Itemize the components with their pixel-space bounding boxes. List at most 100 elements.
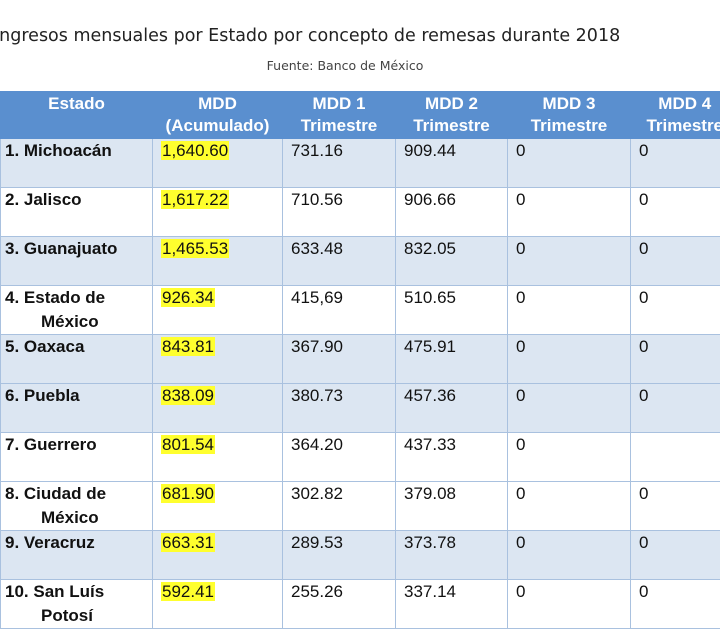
cell-t3: 0 — [508, 286, 631, 335]
cell-estado: 5. Oaxaca — [1, 335, 153, 384]
cell-estado: 1. Michoacán — [1, 139, 153, 188]
header-line: MDD — [153, 93, 282, 115]
cell-estado: 6. Puebla — [1, 384, 153, 433]
cell-t4: 0 — [631, 286, 720, 335]
estado-name-cont: México — [5, 506, 99, 530]
cell-t3: 0 — [508, 335, 631, 384]
highlighted-value: 1,640.60 — [161, 141, 229, 160]
cell-t1: 380.73 — [283, 384, 396, 433]
cell-acumulado: 926.34 — [153, 286, 283, 335]
column-header: MDD(Acumulado) — [153, 91, 283, 139]
estado-name: 1. Michoacán — [5, 139, 152, 163]
cell-t2: 510.65 — [396, 286, 508, 335]
table-row: 3. Guanajuato 1,465.53 633.48 832.05 0 0 — [1, 237, 720, 286]
cell-t3: 0 — [508, 531, 631, 580]
table-row: 1. Michoacán 1,640.60 731.16 909.44 0 0 — [1, 139, 720, 188]
highlighted-value: 1,617.22 — [161, 190, 229, 209]
table-row: 5. Oaxaca 843.81 367.90 475.91 0 0 — [1, 335, 720, 384]
cell-acumulado: 663.31 — [153, 531, 283, 580]
estado-name: 5. Oaxaca — [5, 335, 152, 359]
cell-t2: 909.44 — [396, 139, 508, 188]
estado-name-cont: México — [5, 310, 99, 334]
header-line: MDD 1 — [283, 93, 395, 115]
highlighted-value: 663.31 — [161, 533, 215, 552]
cell-t2: 379.08 — [396, 482, 508, 531]
cell-t3: 0 — [508, 188, 631, 237]
cell-acumulado: 1,640.60 — [153, 139, 283, 188]
table-title: Ingresos mensuales por Estado por concep… — [0, 26, 620, 46]
estado-name: 7. Guerrero — [5, 433, 152, 457]
cell-t2: 906.66 — [396, 188, 508, 237]
estado-name: 10. San Luís — [5, 580, 152, 604]
cell-t2: 337.14 — [396, 580, 508, 629]
highlighted-value: 1,465.53 — [161, 239, 229, 258]
estado-name: 2. Jalisco — [5, 188, 152, 212]
column-header: Estado — [1, 91, 153, 139]
cell-t4: 0 — [631, 237, 720, 286]
header-line: MDD 4 — [631, 93, 720, 115]
cell-t1: 289.53 — [283, 531, 396, 580]
cell-t1: 367.90 — [283, 335, 396, 384]
header-line: Trimestre — [396, 115, 507, 137]
cell-t2: 832.05 — [396, 237, 508, 286]
cell-t4: 0 — [631, 482, 720, 531]
cell-t4: 0 — [631, 335, 720, 384]
cell-estado: 2. Jalisco — [1, 188, 153, 237]
table-row: 2. Jalisco 1,617.22 710.56 906.66 0 0 — [1, 188, 720, 237]
table-source: Fuente: Banco de México — [0, 58, 690, 73]
estado-name-cont: Potosí — [5, 604, 93, 628]
highlighted-value: 592.41 — [161, 582, 215, 601]
cell-estado: 7. Guerrero — [1, 433, 153, 482]
cell-t4: 0 — [631, 188, 720, 237]
header-line: Trimestre — [631, 115, 720, 137]
estado-name: 6. Puebla — [5, 384, 152, 408]
highlighted-value: 801.54 — [161, 435, 215, 454]
cell-t3: 0 — [508, 482, 631, 531]
highlighted-value: 843.81 — [161, 337, 215, 356]
header-line: MDD 3 — [508, 93, 630, 115]
cell-t2: 475.91 — [396, 335, 508, 384]
cell-t1: 633.48 — [283, 237, 396, 286]
cell-acumulado: 801.54 — [153, 433, 283, 482]
cell-t1: 364.20 — [283, 433, 396, 482]
estado-name: 8. Ciudad de — [5, 482, 152, 506]
cell-acumulado: 681.90 — [153, 482, 283, 531]
cell-t3: 0 — [508, 433, 631, 482]
table-row: 9. Veracruz 663.31 289.53 373.78 0 0 — [1, 531, 720, 580]
cell-t2: 373.78 — [396, 531, 508, 580]
cell-t1: 710.56 — [283, 188, 396, 237]
cell-t3: 0 — [508, 580, 631, 629]
cell-t4: 0 — [631, 139, 720, 188]
table-row: 7. Guerrero 801.54 364.20 437.33 0 — [1, 433, 720, 482]
estado-name: 4. Estado de — [5, 286, 152, 310]
cell-estado: 9. Veracruz — [1, 531, 153, 580]
cell-t3: 0 — [508, 139, 631, 188]
cell-t4: 0 — [631, 384, 720, 433]
table-row: 6. Puebla 838.09 380.73 457.36 0 0 — [1, 384, 720, 433]
cell-t2: 437.33 — [396, 433, 508, 482]
cell-acumulado: 1,465.53 — [153, 237, 283, 286]
cell-acumulado: 843.81 — [153, 335, 283, 384]
cell-t1: 255.26 — [283, 580, 396, 629]
cell-t1: 302.82 — [283, 482, 396, 531]
estado-name: 9. Veracruz — [5, 531, 152, 555]
cell-t3: 0 — [508, 237, 631, 286]
cell-t4: 0 — [631, 531, 720, 580]
cell-t2: 457.36 — [396, 384, 508, 433]
header-line: Trimestre — [508, 115, 630, 137]
highlighted-value: 838.09 — [161, 386, 215, 405]
cell-t4 — [631, 433, 720, 482]
cell-t1: 731.16 — [283, 139, 396, 188]
header-line: (Acumulado) — [153, 115, 282, 137]
estado-name: 3. Guanajuato — [5, 237, 152, 261]
